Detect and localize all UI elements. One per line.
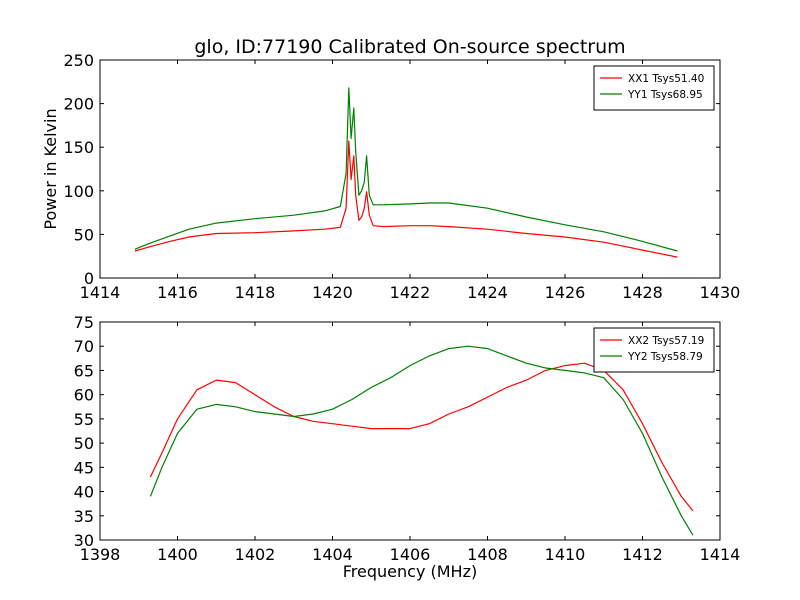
- x-tick-label: 1414: [80, 283, 121, 302]
- x-tick-label: 1428: [622, 283, 663, 302]
- x-tick-label: 1412: [622, 545, 663, 564]
- bottom-spectrum-panel: 1398 1400 1402 1404 1406 1408 1410 1412 1414 30 35…: [74, 313, 741, 581]
- chart-title: glo, ID:77190 Calibrated On-source spect…: [194, 36, 625, 58]
- y-tick-label: 60: [74, 386, 94, 405]
- y-tick-label: 70: [74, 337, 94, 356]
- x-tick-label: 1398: [80, 545, 121, 564]
- y-tick-label: 50: [74, 434, 94, 453]
- x-tick-label: 1406: [390, 545, 431, 564]
- series-line-yy2: [149, 345, 694, 536]
- x-tick-label: 1404: [312, 545, 353, 564]
- y-tick-label: 50: [74, 225, 94, 244]
- x-tick-label: 1418: [235, 283, 276, 302]
- y-axis-label: Power in Kelvin: [41, 108, 60, 229]
- x-tick-label: 1422: [390, 283, 431, 302]
- legend-entry: XX1 Tsys51.40: [628, 73, 704, 85]
- top-spectrum-panel: 1414 1416 1418 1420 1422 1424 1426 1428 1430 0 50 1…: [41, 51, 740, 302]
- x-tick-label: 1408: [467, 545, 508, 564]
- x-tick-label: 1410: [545, 545, 586, 564]
- y-tick-label: 75: [74, 313, 94, 332]
- x-tick-label: 1420: [312, 283, 353, 302]
- x-tick-label: 1416: [157, 283, 198, 302]
- x-tick-label: 1430: [700, 283, 741, 302]
- y-tick-label: 200: [63, 95, 94, 114]
- legend-box: [593, 65, 715, 111]
- x-tick-label: 1400: [157, 545, 198, 564]
- x-tick-label: 1424: [467, 283, 508, 302]
- y-tick-label: 0: [84, 269, 94, 288]
- y-tick-label: 150: [63, 138, 94, 157]
- legend-box: [593, 327, 715, 373]
- legend-entry: XX2 Tsys57.19: [628, 335, 704, 347]
- x-tick-label: 1414: [700, 545, 741, 564]
- legend: XX2 Tsys57.19 YY2 Tsys58.79: [593, 327, 715, 373]
- legend-entry: YY2 Tsys58.79: [627, 351, 703, 363]
- x-axis-label: Frequency (MHz): [343, 562, 477, 581]
- y-tick-label: 40: [74, 483, 94, 502]
- series-line-xx2: [149, 362, 694, 512]
- series-line-xx1: [134, 140, 678, 258]
- y-tick-label: 45: [74, 458, 94, 477]
- y-tick-label: 250: [63, 51, 94, 70]
- legend-entry: YY1 Tsys68.95: [627, 89, 703, 101]
- y-tick-label: 35: [74, 507, 94, 526]
- y-tick-label: 55: [74, 410, 94, 429]
- y-tick-label: 100: [63, 182, 94, 201]
- series-line-yy1: [134, 87, 678, 252]
- y-tick-label: 30: [74, 531, 94, 550]
- y-tick-label: 65: [74, 361, 94, 380]
- x-tick-label: 1426: [545, 283, 586, 302]
- legend: XX1 Tsys51.40 YY1 Tsys68.95: [593, 65, 715, 111]
- x-tick-label: 1402: [235, 545, 276, 564]
